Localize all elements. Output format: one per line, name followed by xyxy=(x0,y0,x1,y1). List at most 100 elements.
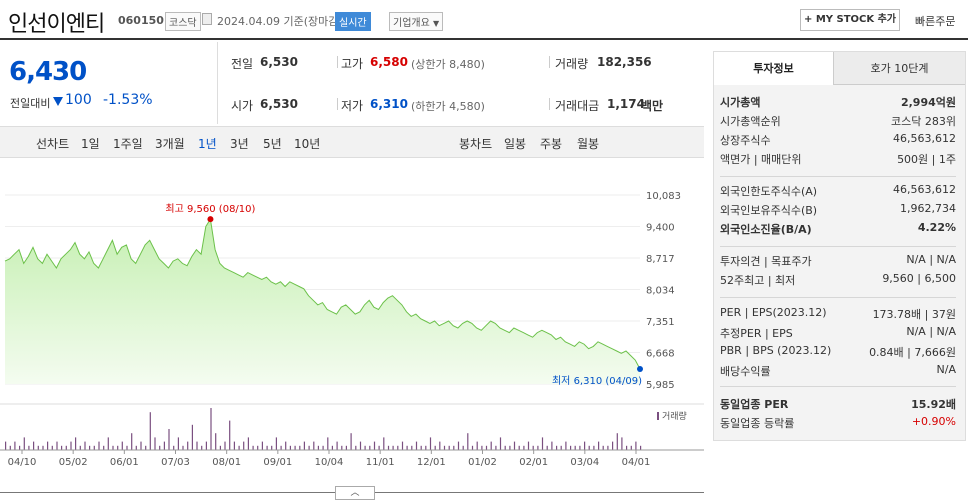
volume-bar xyxy=(593,445,595,450)
info-value: 2,994억원 xyxy=(900,96,956,109)
company-overview-button[interactable]: 기업개요 ▼ xyxy=(389,12,444,31)
info-label[interactable]: 시가총액 xyxy=(720,96,761,109)
volume-bar xyxy=(499,437,502,450)
volume-bar xyxy=(359,441,362,450)
volume-bar xyxy=(612,441,614,450)
volume-bar xyxy=(532,445,534,450)
info-label[interactable]: 액면가 | 매매단위 xyxy=(720,153,802,166)
volume-bar xyxy=(439,441,441,450)
info-row: 52주최고 | 최저 9,560 | 6,500 xyxy=(720,272,956,290)
tab-3m[interactable]: 3개월 xyxy=(155,137,185,151)
top-bar: 인선이엔티 060150 코스닥 2024.04.09 기준(장마감) 실시간 … xyxy=(0,0,968,40)
volume-bar xyxy=(205,441,207,450)
volume-bar xyxy=(504,445,506,450)
x-tick-label: 04/01 xyxy=(622,457,651,468)
volume-bar xyxy=(556,445,558,450)
tab-5y[interactable]: 5년 xyxy=(263,137,282,151)
chevron-up-icon: ︿ xyxy=(350,488,360,498)
volume-bar xyxy=(616,433,618,450)
volume-bar xyxy=(485,445,488,450)
info-label[interactable]: 상장주식수 xyxy=(720,134,771,147)
info-value: 코스닥 283위 xyxy=(891,115,956,128)
x-tick-label: 07/03 xyxy=(161,457,190,468)
info-label[interactable]: 외국인보유주식수(B) xyxy=(720,204,818,217)
divider xyxy=(549,98,550,110)
current-price: 6,430 xyxy=(9,57,87,87)
quick-order-link[interactable]: 빠른주문 xyxy=(915,15,956,28)
y-tick-label: 5,985 xyxy=(646,380,675,391)
y-tick-label: 7,351 xyxy=(646,317,675,328)
volume-bar xyxy=(229,420,231,450)
amount-label: 거래대금 xyxy=(555,99,600,113)
calendar-icon xyxy=(202,13,212,25)
volume-bar xyxy=(415,441,418,450)
info-label[interactable]: 동일업종 등락률 xyxy=(720,417,795,430)
volume-bar xyxy=(238,445,240,450)
volume-bar xyxy=(387,445,390,450)
price-chart-svg: 10,083 9,400 8,717 8,034 7,351 6,668 5,985 04/… xyxy=(0,191,704,468)
info-label[interactable]: 동일업종 PER xyxy=(720,398,789,411)
volume-bar xyxy=(112,445,114,450)
info-value: 173.78배 | 37원 xyxy=(872,308,956,321)
collapse-chart-button[interactable]: ︿ xyxy=(335,486,375,500)
info-label[interactable]: PER | EPS(2023.12) xyxy=(720,306,827,319)
tab-weekly[interactable]: 주봉 xyxy=(540,137,563,151)
volume-bar xyxy=(317,445,319,450)
info-value: +0.90% xyxy=(911,415,956,428)
tab-hoga-10[interactable]: 호가 10단계 xyxy=(834,52,965,85)
volume-bar xyxy=(131,433,133,450)
realtime-badge[interactable]: 실시간 xyxy=(335,12,371,31)
info-value: 9,560 | 6,500 xyxy=(882,272,956,285)
tab-1d[interactable]: 1일 xyxy=(81,137,100,151)
change-label: 전일대비 xyxy=(10,97,51,110)
x-tick-label: 11/01 xyxy=(366,457,395,468)
volume-bar xyxy=(93,445,95,450)
divider xyxy=(337,98,338,110)
add-my-stock-button[interactable]: + MY STOCK 추가 xyxy=(800,9,900,31)
volume-bar xyxy=(369,445,371,450)
volume-bar xyxy=(261,441,263,450)
tab-1w[interactable]: 1주일 xyxy=(113,137,143,151)
volume-bar xyxy=(168,429,170,450)
tab-10y[interactable]: 10년 xyxy=(294,137,321,151)
volume-bar xyxy=(135,445,137,450)
amount-value: 1,174 xyxy=(607,97,645,111)
lower-limit: (하한가 4,580) xyxy=(411,100,485,113)
info-label[interactable]: 투자의견 | 목표주가 xyxy=(720,255,812,268)
info-label[interactable]: 52주최고 | 최저 xyxy=(720,274,796,287)
volume-bar xyxy=(481,445,483,450)
tab-invest-info[interactable]: 투자정보 xyxy=(714,52,834,85)
volume-bar xyxy=(350,433,352,450)
x-tick-label: 10/04 xyxy=(315,457,344,468)
volume-bar xyxy=(303,441,305,450)
tab-daily[interactable]: 일봉 xyxy=(504,137,527,151)
info-label[interactable]: 외국인한도주식수(A) xyxy=(720,185,818,198)
volume-bar xyxy=(527,441,530,450)
section-divider xyxy=(720,246,956,247)
volume-bar xyxy=(453,445,455,450)
volume-bar xyxy=(345,445,347,450)
section-divider xyxy=(720,386,956,387)
change-value: 100 xyxy=(65,92,92,108)
volume-bar xyxy=(471,445,474,450)
info-row: PER | EPS(2023.12) 173.78배 | 37원 xyxy=(720,306,956,324)
volume-bar xyxy=(196,441,198,450)
price-chart[interactable]: 10,083 9,400 8,717 8,034 7,351 6,668 5,985 04/… xyxy=(0,160,704,495)
info-label[interactable]: PBR | BPS (2023.12) xyxy=(720,344,832,357)
volume-bar xyxy=(215,433,217,450)
volume-bar xyxy=(103,445,105,450)
tab-1y[interactable]: 1년 xyxy=(198,137,217,151)
volume-bar xyxy=(266,445,268,450)
volume-bar xyxy=(210,408,212,450)
volume-bar xyxy=(327,437,329,450)
volume-bar xyxy=(490,441,492,450)
volume-bar xyxy=(448,445,450,450)
info-label[interactable]: 추정PER | EPS xyxy=(720,327,793,340)
info-label[interactable]: 시가총액순위 xyxy=(720,115,781,128)
tab-monthly[interactable]: 월봉 xyxy=(577,137,600,151)
tab-3y[interactable]: 3년 xyxy=(230,137,249,151)
min-point xyxy=(637,366,643,373)
y-tick-label: 6,668 xyxy=(646,349,675,360)
info-label[interactable]: 배당수익률 xyxy=(720,365,771,378)
info-label[interactable]: 외국인소진율(B/A) xyxy=(720,223,812,236)
